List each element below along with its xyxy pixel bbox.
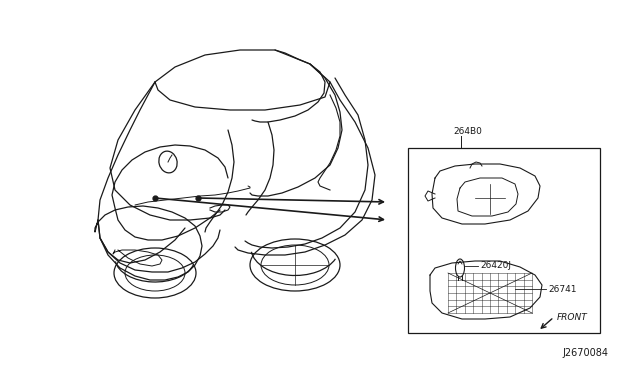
Bar [408, 148, 600, 333]
Text: 26420J: 26420J [480, 262, 511, 270]
Text: 26741: 26741 [548, 285, 577, 294]
Text: FRONT: FRONT [557, 314, 588, 323]
Text: J2670084: J2670084 [562, 348, 608, 358]
Text: 264B0: 264B0 [453, 127, 482, 136]
